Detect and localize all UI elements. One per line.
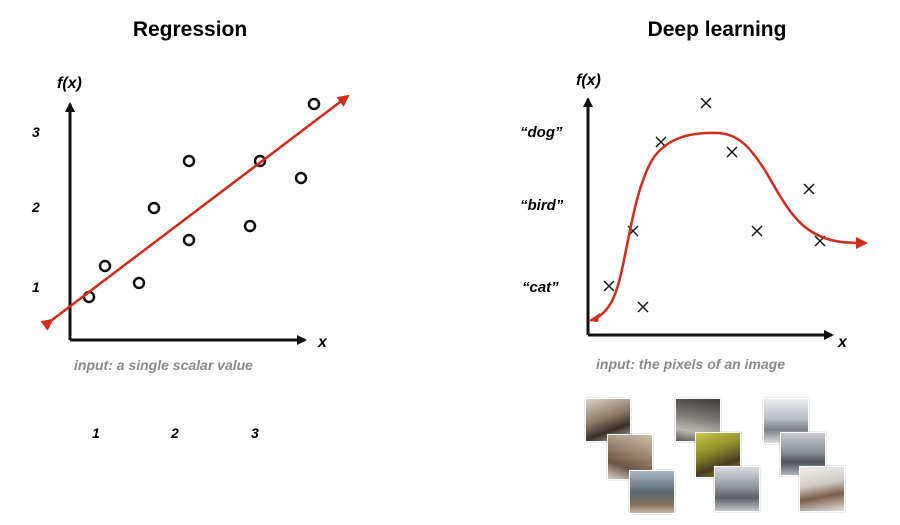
regression-x-tick-2: 2 (170, 425, 179, 441)
dog-photo (714, 466, 760, 512)
data-point (307, 97, 321, 111)
deep-learning-fit-curve-start-arrow (588, 313, 600, 322)
deep-learning-panel: f(x) x “cat” “bird” “dog” input: the pix… (520, 72, 868, 372)
regression-x-axis-label: x (317, 334, 328, 351)
deep-learning-y-tick-cat: “cat” (522, 279, 559, 296)
deep-learning-y-tick-dog: “dog” (520, 124, 563, 141)
deep-learning-y-axis-label: f(x) (576, 72, 601, 89)
deep-learning-x-axis-label: x (837, 334, 848, 351)
deep-learning-title: Deep learning (647, 18, 787, 41)
data-point (98, 259, 112, 273)
regression-x-tick-1: 1 (92, 425, 100, 441)
deep-learning-y-tick-bird: “bird” (520, 197, 564, 214)
regression-y-tick-1: 1 (32, 279, 40, 295)
regression-y-tick-2: 2 (31, 199, 40, 215)
regression-data-points (82, 97, 321, 304)
x-marker (726, 146, 738, 158)
regression-title: Regression (132, 18, 248, 41)
x-marker (637, 301, 649, 313)
x-marker (751, 225, 763, 237)
deep-learning-fit-curve (595, 131, 868, 320)
regression-caption: input: a single scalar value (74, 357, 253, 373)
data-point (294, 171, 308, 185)
bird-photo (799, 466, 845, 512)
data-point (147, 201, 161, 215)
x-marker (803, 183, 815, 195)
data-point (182, 233, 196, 247)
x-marker (700, 97, 712, 109)
cat-photo (629, 470, 675, 514)
regression-y-tick-3: 3 (32, 124, 40, 140)
regression-fit-line (40, 94, 350, 331)
regression-x-tick-3: 3 (251, 425, 259, 441)
data-point (132, 276, 146, 290)
regression-panel: f(x) x 1 2 3 1 2 3 input: a single scala… (31, 75, 350, 441)
deep-learning-caption: input: the pixels of an image (596, 356, 785, 372)
deep-learning-data-points (603, 97, 826, 313)
x-marker (603, 280, 615, 292)
data-point (243, 219, 257, 233)
regression-y-axis-label: f(x) (57, 75, 82, 92)
data-point (182, 154, 196, 168)
